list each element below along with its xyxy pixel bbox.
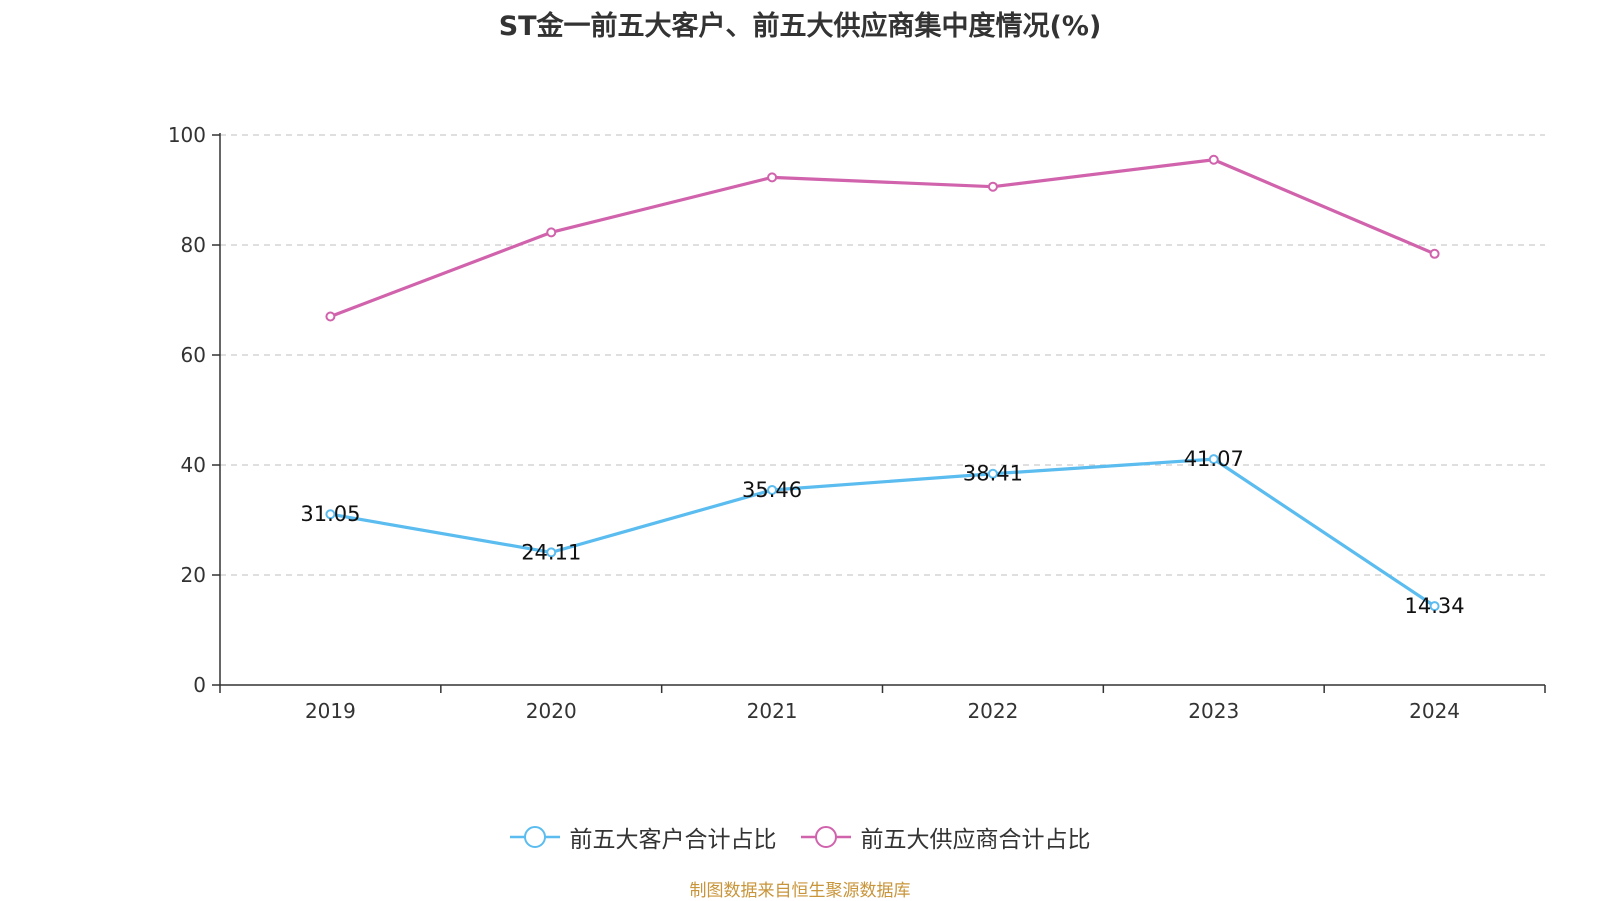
legend: 前五大客户合计占比 前五大供应商合计占比 [0, 820, 1600, 854]
data-labels: 31.05 24.11 35.46 38.41 41.07 14.34 [300, 447, 1464, 618]
x-tick-label-2021: 2021 [747, 699, 798, 723]
x-tick-label-2023: 2023 [1188, 699, 1239, 723]
data-label-0-2021: 35.46 [742, 478, 802, 502]
data-label-0-2023: 41.07 [1184, 447, 1244, 471]
point-1-2021 [767, 172, 778, 183]
axes: 0 20 40 60 80 100 2019 2020 2021 2022 2023 2024 [168, 123, 1546, 723]
point-0-2022 [987, 468, 998, 479]
x-tick-label-2020: 2020 [526, 699, 577, 723]
point-1-2020 [546, 227, 557, 238]
chart-title: ST金一前五大客户、前五大供应商集中度情况(%) [498, 11, 1102, 42]
y-tick-label-0: 0 [193, 673, 206, 697]
point-0-2020 [546, 547, 557, 558]
y-tick-label-80: 80 [181, 233, 206, 257]
point-0-2024 [1429, 601, 1440, 612]
legend-item-suppliers[interactable]: 前五大供应商合计占比 [800, 820, 1091, 854]
point-1-2022 [987, 181, 998, 192]
data-label-0-2024: 14.34 [1405, 594, 1465, 618]
legend-label-customers: 前五大客户合计占比 [569, 827, 777, 853]
data-label-0-2019: 31.05 [300, 502, 360, 526]
point-1-2019 [325, 311, 336, 322]
point-1-2024 [1429, 248, 1440, 259]
legend-label-suppliers: 前五大供应商合计占比 [860, 827, 1091, 853]
x-tick-label-2024: 2024 [1409, 699, 1460, 723]
y-tick-label-100: 100 [168, 123, 206, 147]
series-lines [325, 154, 1440, 612]
x-tick-label-2019: 2019 [305, 699, 356, 723]
data-source-note: 制图数据来自恒生聚源数据库 [689, 881, 911, 901]
y-tick-label-40: 40 [181, 453, 206, 477]
grid-lines [220, 134, 1545, 576]
point-0-2021 [767, 484, 778, 495]
point-0-2023 [1208, 454, 1219, 465]
series-line-1 [329, 158, 1436, 318]
x-tick-label-2022: 2022 [967, 699, 1018, 723]
data-label-0-2022: 38.41 [963, 462, 1023, 486]
point-1-2023 [1208, 154, 1219, 165]
y-tick-label-60: 60 [181, 343, 206, 367]
data-label-0-2020: 24.11 [521, 540, 581, 564]
series-line-0 [330, 457, 1436, 608]
legend-marker-suppliers-icon [800, 826, 851, 848]
legend-marker-customers-icon [509, 826, 560, 848]
legend-item-customers[interactable]: 前五大客户合计占比 [509, 820, 777, 854]
y-tick-label-20: 20 [181, 563, 206, 587]
point-0-2019 [325, 509, 336, 520]
